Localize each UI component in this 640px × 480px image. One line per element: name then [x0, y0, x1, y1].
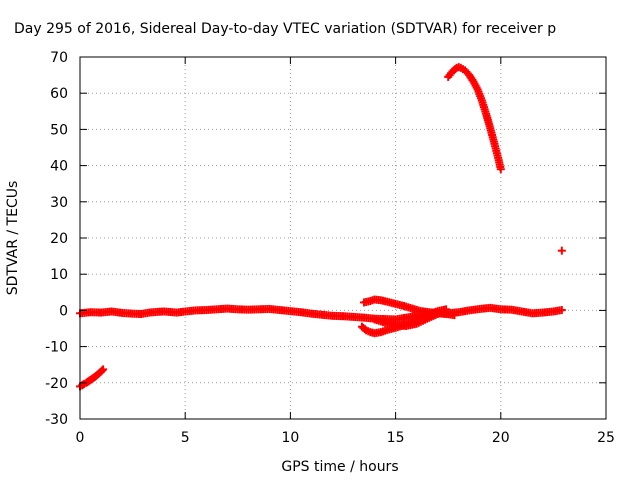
plot-frame: [79, 56, 607, 420]
y-tick-label: -20: [45, 376, 68, 392]
data-point: [442, 305, 451, 314]
data-point: [98, 366, 107, 375]
axes: 0 5 10 15 20 25 -30 -20 -10 0 10 20 30 40 50 60 70: [45, 50, 615, 446]
grid-lines: [80, 57, 606, 419]
y-tick-label: 0: [59, 303, 68, 319]
data-point: [433, 310, 442, 319]
y-tick-label: 60: [50, 86, 68, 102]
data-point: [99, 365, 108, 374]
y-tick-label: -30: [45, 412, 68, 428]
y-tick-label: 50: [50, 122, 68, 138]
x-tick-label: 10: [281, 430, 299, 446]
y-tick-label: 30: [50, 195, 68, 211]
y-axis-label: SDTVAR / TECUs: [5, 181, 21, 296]
data-point: [557, 306, 566, 315]
y-tick-label: 70: [50, 50, 68, 66]
x-tick-label: 15: [387, 430, 405, 446]
data-point: [450, 311, 459, 320]
y-tick-label: 10: [50, 267, 68, 283]
x-tick-label: 5: [181, 430, 190, 446]
y-tick-label: 20: [50, 231, 68, 247]
y-tick-label: 40: [50, 159, 68, 175]
data-series: [76, 63, 566, 391]
x-tick-label: 0: [76, 430, 85, 446]
y-tick-label: -10: [45, 340, 68, 356]
x-tick-label: 25: [597, 430, 615, 446]
chart-title: Day 295 of 2016, Sidereal Day-to-day VTE…: [14, 21, 556, 37]
x-axis-label: GPS time / hours: [281, 459, 398, 475]
data-point: [496, 165, 505, 174]
data-point: [557, 246, 566, 255]
x-tick-label: 20: [492, 430, 510, 446]
